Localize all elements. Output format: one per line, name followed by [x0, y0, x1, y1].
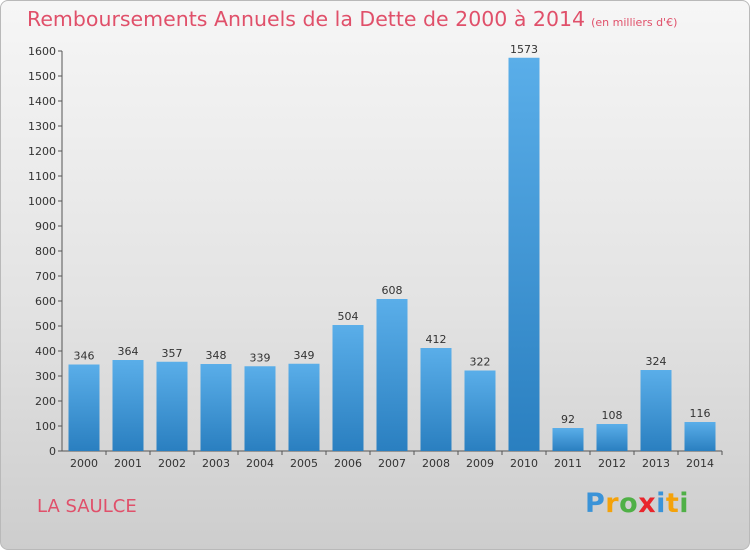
bar-2002	[156, 361, 188, 451]
y-tick-label: 1100	[28, 170, 56, 183]
data-label-2012: 108	[602, 409, 623, 422]
y-tick-label: 1500	[28, 70, 56, 83]
chart-unit: (en milliers d'€)	[591, 16, 678, 29]
x-tick-label-2008: 2008	[422, 457, 450, 470]
x-tick-label-2014: 2014	[686, 457, 714, 470]
bar-2012	[596, 424, 628, 451]
y-tick-label: 0	[49, 445, 56, 458]
x-tick-label-2001: 2001	[114, 457, 142, 470]
chart-title: Remboursements Annuels de la Dette de 20…	[27, 7, 677, 31]
x-tick-label-2009: 2009	[466, 457, 494, 470]
bar-2005	[288, 363, 320, 451]
y-tick-label: 1600	[28, 45, 56, 58]
commune-name: LA SAULCE	[37, 496, 137, 517]
bar-2003	[200, 364, 232, 451]
proxiti-logo: Proxiti	[585, 488, 690, 519]
y-tick-label: 700	[35, 270, 56, 283]
bar-2008	[420, 348, 452, 451]
chart-title-text: Remboursements Annuels de la Dette de 20…	[27, 7, 586, 31]
data-label-2002: 357	[162, 347, 183, 360]
x-tick-label-2006: 2006	[334, 457, 362, 470]
data-label-2014: 116	[690, 407, 711, 420]
y-tick-label: 1300	[28, 120, 56, 133]
x-tick-label-2010: 2010	[510, 457, 538, 470]
x-tick-label-2004: 2004	[246, 457, 274, 470]
bar-2010	[508, 57, 540, 451]
data-label-2013: 324	[646, 355, 667, 368]
bar-2011	[552, 428, 584, 451]
y-tick-label: 300	[35, 370, 56, 383]
x-tick-label-2013: 2013	[642, 457, 670, 470]
x-tick-label-2007: 2007	[378, 457, 406, 470]
data-label-2009: 322	[470, 356, 491, 369]
y-tick-label: 600	[35, 295, 56, 308]
y-tick-label: 400	[35, 345, 56, 358]
bar-2001	[112, 360, 144, 451]
x-tick-label-2002: 2002	[158, 457, 186, 470]
y-tick-label: 1200	[28, 145, 56, 158]
y-tick-label: 200	[35, 395, 56, 408]
bar-2007	[376, 299, 408, 451]
data-label-2007: 608	[382, 284, 403, 297]
data-label-2001: 364	[118, 345, 139, 358]
x-tick-label-2011: 2011	[554, 457, 582, 470]
data-label-2004: 339	[250, 351, 271, 364]
y-tick-label: 1400	[28, 95, 56, 108]
data-label-2010: 1573	[510, 43, 538, 56]
x-tick-label-2003: 2003	[202, 457, 230, 470]
x-tick-label-2005: 2005	[290, 457, 318, 470]
bar-2009	[464, 370, 496, 451]
y-tick-label: 1000	[28, 195, 56, 208]
bar-2004	[244, 366, 276, 451]
data-label-2011: 92	[561, 413, 575, 426]
bar-2013	[640, 370, 672, 451]
bar-2006	[332, 325, 364, 451]
bar-2014	[684, 422, 716, 451]
bar-2000	[68, 364, 100, 451]
data-label-2000: 346	[74, 350, 95, 363]
data-label-2005: 349	[294, 349, 315, 362]
x-tick-label-2000: 2000	[70, 457, 98, 470]
data-label-2006: 504	[338, 310, 359, 323]
y-tick-label: 800	[35, 245, 56, 258]
data-label-2008: 412	[426, 333, 447, 346]
data-label-2003: 348	[206, 349, 227, 362]
y-tick-label: 500	[35, 320, 56, 333]
x-tick-label-2012: 2012	[598, 457, 626, 470]
y-tick-label: 900	[35, 220, 56, 233]
y-tick-label: 100	[35, 420, 56, 433]
